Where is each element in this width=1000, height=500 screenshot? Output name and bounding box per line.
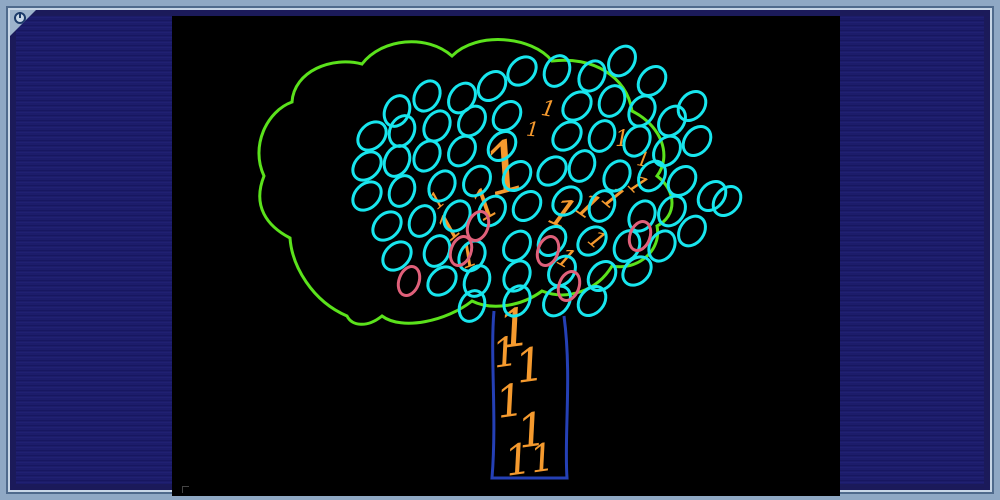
leaf-zero [542,54,572,88]
leaf-zero [371,210,403,242]
branch-one: 1 [539,96,557,123]
leaf-zero [457,104,487,138]
leaf-zero [666,165,698,197]
leaf-zero [502,259,532,293]
branch-one: 1 [615,127,629,152]
leaf-zero [647,229,677,263]
leaf-zero [627,94,657,128]
leaf-zero [561,90,593,122]
leaf-zero [621,255,653,287]
leaf-zero [382,144,412,178]
leaf-zero [412,79,442,113]
leaf-zero [627,199,657,233]
leaf-zero [457,239,487,273]
leaf-zero [511,190,543,222]
leaf-zero [502,229,532,263]
leaf-zero [636,65,668,97]
fruit-zero [556,269,582,303]
leaf-zero [422,234,452,268]
leaf-zero [577,59,607,93]
leaf-zero [657,194,687,228]
fruit-zero [535,234,561,268]
leaf-zero [426,265,458,297]
leaf-zero [587,119,617,153]
leaf-zero [486,130,518,162]
leaf-zero [657,104,687,138]
power-icon[interactable] [14,12,26,24]
leaf-zero [462,264,492,298]
leaf-zero [711,185,743,217]
leaf-zero [602,159,632,193]
trunk-one: 1 [527,435,557,482]
leaf-zero [447,134,477,168]
leaf-zero [587,189,617,223]
leaf-zero [551,185,583,217]
leaf-zero [536,225,568,257]
leaf-zero [681,125,713,157]
leaf-zero [506,55,538,87]
fruit-zero [448,234,474,268]
canvas-corner-mark [182,486,189,493]
leaf-zero [677,214,707,248]
leaf-zero [476,70,508,102]
crown-outline [257,38,674,326]
leaf-zero [652,134,682,168]
fruit-zeros [396,209,653,303]
leaf-zero [551,120,583,152]
leaf-zero [477,194,507,228]
leaf-zero [502,284,532,318]
leaf-zero [457,289,487,323]
leaf-zero [576,285,608,317]
leaf-zero [676,90,708,122]
leaf-zero [536,155,568,187]
leaf-zero [597,84,627,118]
leaf-zero [351,180,383,212]
leaf-zero [607,44,637,78]
leaf-zero [412,139,442,173]
leaf-zero [622,124,652,158]
leaf-zero [351,150,383,182]
leaf-zero [356,120,388,152]
leaf-zero [542,284,572,318]
leaf-zero [637,159,667,193]
right-side-panel [828,16,984,484]
trunk-outline [490,310,570,480]
leaf-zero [447,81,477,115]
branch-one: 1 [525,117,540,142]
trunk-one: 1 [489,329,521,378]
left-side-panel [16,16,172,484]
fruit-zero [465,209,491,243]
fruit-zero [396,264,422,298]
leaf-zero [427,169,457,203]
leaf-zeros [351,44,743,323]
leaf-zero [567,149,597,183]
leaf-zero [462,164,492,198]
leaf-zero [381,240,413,272]
leaf-zero [407,204,437,238]
leaf-zero [696,180,728,212]
leaf-zero [387,174,417,208]
leaf-zero [491,100,523,132]
leaf-zero [576,225,608,257]
leaf-zero [501,160,533,192]
fruit-zero [627,219,653,253]
